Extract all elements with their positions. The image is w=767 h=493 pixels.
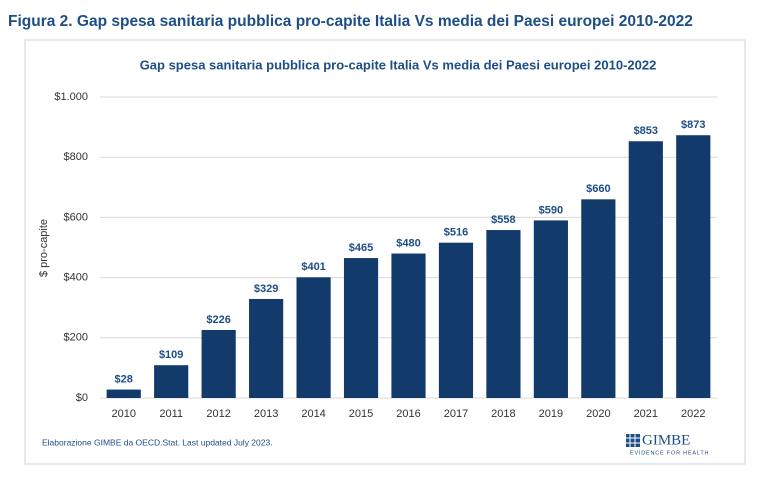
chart-frame — [24, 39, 746, 465]
bar — [296, 277, 331, 398]
value-label: $28 — [115, 373, 133, 385]
value-label: $329 — [254, 283, 278, 295]
y-tick-label: $600 — [64, 211, 88, 223]
bar — [154, 365, 189, 398]
source-note: Elaborazione GIMBE da OECD.Stat. Last up… — [42, 437, 273, 447]
value-label: $480 — [396, 237, 420, 249]
bar — [533, 220, 568, 398]
value-label: $558 — [491, 214, 515, 226]
x-tick-label: 2017 — [444, 408, 468, 420]
value-label: $660 — [586, 183, 610, 195]
x-tick-label: 2019 — [539, 408, 563, 420]
logo-icon-grid — [626, 434, 640, 447]
bar — [628, 141, 663, 398]
x-tick-label: 2015 — [349, 408, 373, 420]
x-tick-label: 2014 — [301, 408, 325, 420]
bar — [106, 389, 141, 398]
bar — [201, 329, 236, 398]
y-tick-label: $1.000 — [54, 91, 88, 103]
value-label: $465 — [349, 242, 373, 254]
x-tick-label: 2010 — [111, 408, 135, 420]
value-label: $401 — [301, 261, 325, 273]
bar — [249, 298, 284, 398]
logo-tagline: EVIDENCE FOR HEALTH — [630, 450, 709, 456]
bar — [343, 258, 379, 398]
logo-icon — [626, 434, 640, 447]
y-tick-label: $0 — [76, 392, 88, 404]
bar — [486, 230, 521, 398]
x-tick-label: 2013 — [254, 408, 278, 420]
x-tick-label: 2016 — [396, 408, 420, 420]
x-tick-label: 2021 — [634, 408, 658, 420]
bar — [438, 242, 474, 398]
chart-title: Gap spesa sanitaria pubblica pro-capite … — [140, 57, 657, 72]
value-label: $590 — [539, 204, 563, 216]
x-tick-label: 2020 — [586, 408, 610, 420]
bar — [391, 253, 426, 398]
y-axis-label: $ pro-capite — [38, 219, 50, 277]
value-label: $873 — [681, 119, 705, 131]
logo: GIMBE EVIDENCE FOR HEALTH — [626, 432, 709, 456]
value-label: $853 — [634, 125, 658, 137]
x-tick-label: 2022 — [681, 408, 705, 420]
bar — [676, 135, 711, 399]
x-tick-label: 2012 — [206, 408, 230, 420]
value-label: $226 — [206, 314, 230, 326]
bar — [581, 199, 616, 398]
logo-name: GIMBE — [642, 432, 690, 448]
value-label: $109 — [159, 349, 183, 361]
value-label: $516 — [444, 227, 468, 239]
y-tick-label: $400 — [64, 272, 88, 284]
x-tick-label: 2011 — [159, 408, 183, 420]
y-tick-label: $800 — [64, 151, 88, 163]
x-tick-label: 2018 — [491, 408, 515, 420]
figure-title: Figura 2. Gap spesa sanitaria pubblica p… — [8, 13, 693, 30]
y-tick-label: $200 — [64, 332, 88, 344]
